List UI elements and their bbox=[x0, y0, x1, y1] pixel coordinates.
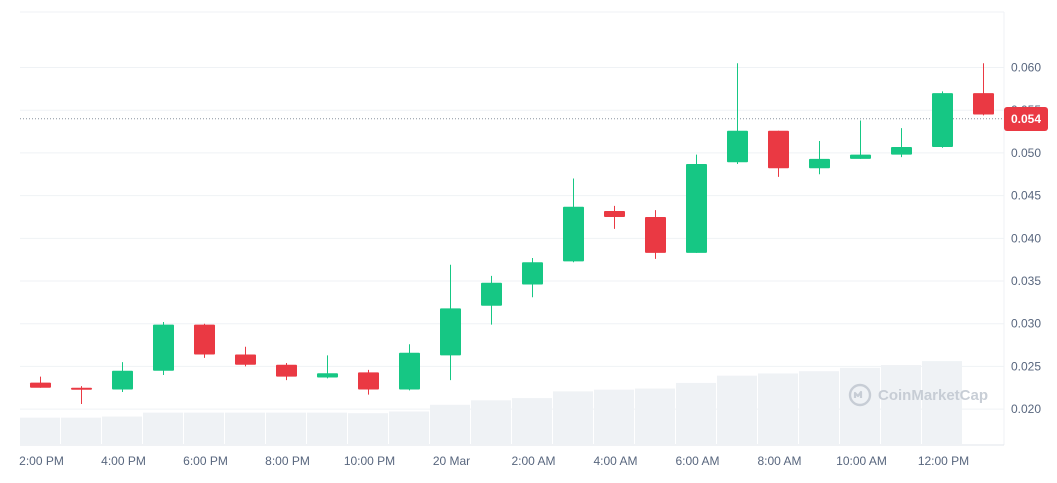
x-tick-label: 2:00 AM bbox=[511, 454, 555, 468]
y-tick-label: 0.050 bbox=[1011, 146, 1041, 160]
volume-bar bbox=[758, 373, 798, 444]
candle-body-up bbox=[112, 370, 133, 390]
volume-bar bbox=[594, 389, 634, 444]
candle-body-down bbox=[276, 364, 297, 377]
candle-body-up bbox=[891, 146, 912, 155]
candle-body-up bbox=[440, 308, 461, 356]
volume-bar bbox=[922, 361, 962, 444]
volume-bar bbox=[307, 412, 347, 444]
candle-body-up bbox=[727, 130, 748, 163]
volume-bar bbox=[512, 398, 552, 444]
candle-body-up bbox=[317, 373, 338, 378]
x-tick-label: 8:00 AM bbox=[757, 454, 801, 468]
current-price-label: 0.054 bbox=[1010, 111, 1042, 126]
x-tick-label: 10:00 AM bbox=[836, 454, 887, 468]
candle-body-up bbox=[932, 93, 953, 147]
candle-body-up bbox=[522, 262, 543, 285]
candle-body-up bbox=[850, 154, 871, 159]
volume-bar bbox=[143, 412, 183, 444]
candle-body-up bbox=[563, 206, 584, 262]
candle-body-up bbox=[481, 282, 502, 306]
watermark-text: CoinMarketCap bbox=[878, 386, 989, 404]
volume-bar bbox=[184, 412, 224, 444]
volume-bar bbox=[102, 416, 142, 444]
x-tick-label: 8:00 PM bbox=[265, 454, 310, 468]
candle-body-down bbox=[973, 93, 994, 115]
x-tick-label: 6:00 AM bbox=[675, 454, 719, 468]
volume-bar bbox=[717, 375, 757, 444]
volume-bar bbox=[389, 411, 429, 444]
candle-body-down bbox=[358, 372, 379, 390]
y-tick-label: 0.040 bbox=[1011, 231, 1041, 245]
volume-bar bbox=[61, 417, 101, 444]
candle-body-down bbox=[235, 354, 256, 365]
y-tick-label: 0.035 bbox=[1011, 274, 1041, 288]
volume-bar bbox=[881, 365, 921, 444]
x-tick-label: 6:00 PM bbox=[183, 454, 228, 468]
candle-body-up bbox=[809, 158, 830, 169]
candle-body-down bbox=[71, 387, 92, 390]
y-tick-label: 0.060 bbox=[1011, 61, 1041, 75]
volume-bar bbox=[635, 388, 675, 444]
volume-bar bbox=[799, 371, 839, 444]
y-tick-label: 0.030 bbox=[1011, 317, 1041, 331]
candle-body-down bbox=[604, 210, 625, 217]
candle-body-up bbox=[399, 352, 420, 390]
volume-bar bbox=[266, 412, 306, 444]
x-tick-label: 2:00 PM bbox=[19, 454, 64, 468]
candle-body-down bbox=[30, 382, 51, 388]
x-tick-label: 10:00 PM bbox=[344, 454, 395, 468]
y-tick-label: 0.020 bbox=[1011, 402, 1041, 416]
volume-bar bbox=[676, 382, 716, 444]
candle-body-down bbox=[768, 130, 789, 169]
x-tick-label: 4:00 PM bbox=[101, 454, 146, 468]
coinmarketcap-logo-icon bbox=[848, 383, 872, 407]
volume-bar bbox=[553, 391, 593, 444]
x-tick-label: 12:00 PM bbox=[918, 454, 969, 468]
y-tick-label: 0.025 bbox=[1011, 359, 1041, 373]
current-price-tag: 0.054 bbox=[1004, 106, 1048, 131]
candle-body-down bbox=[194, 324, 215, 355]
x-tick-label: 20 Mar bbox=[433, 454, 470, 468]
volume-bar bbox=[225, 412, 265, 444]
candle-body-down bbox=[645, 216, 666, 253]
x-tick-label: 4:00 AM bbox=[593, 454, 637, 468]
volume-bar bbox=[430, 404, 470, 444]
candle-body-up bbox=[153, 324, 174, 371]
y-tick-label: 0.045 bbox=[1011, 189, 1041, 203]
volume-bar bbox=[20, 417, 60, 444]
watermark: CoinMarketCap bbox=[848, 383, 988, 407]
volume-bar bbox=[471, 400, 511, 444]
candle-body-up bbox=[686, 164, 707, 253]
volume-bar bbox=[348, 413, 388, 444]
